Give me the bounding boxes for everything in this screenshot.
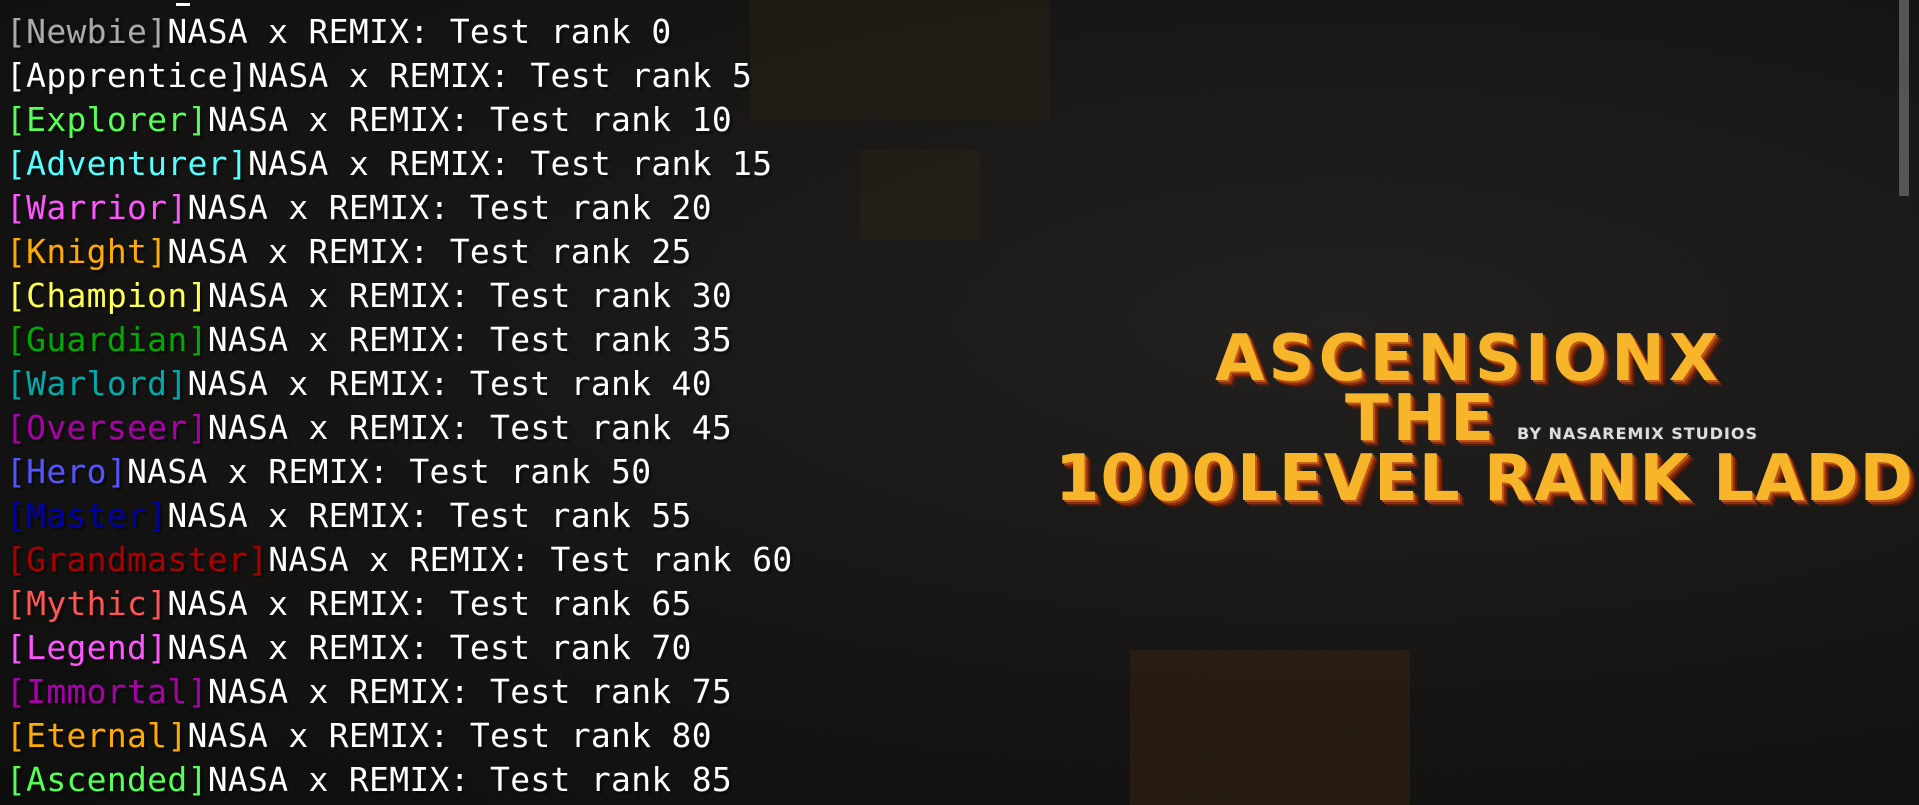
chat-message: NASA x REMIX: Test rank 30 [207,276,733,315]
chat-line: [Adventurer]NASA x REMIX: Test rank 15 [6,142,793,186]
rank-tag: [Adventurer] [6,144,249,183]
chat-line: [Guardian]NASA x REMIX: Test rank 35 [6,318,793,362]
chat-message: NASA x REMIX: Test rank 50 [127,452,652,491]
chat-line: [Warrior]NASA x REMIX: Test rank 20 [6,186,793,230]
rank-tag: [Warlord] [6,364,188,403]
rank-tag: [Grandmaster] [6,540,269,579]
chat-line: [Newbie]NASA x REMIX: Test rank 0 [6,10,793,54]
rank-tag: [Master] [6,496,168,535]
chat-line: [Hero]NASA x REMIX: Test rank 50 [6,450,793,494]
background-block [1130,650,1410,805]
logo-title: ASCENSIONX [1215,322,1723,396]
chat-line: [Eternal]NASA x REMIX: Test rank 80 [6,714,793,758]
chat-message: NASA x REMIX: Test rank 60 [268,540,793,579]
chat-line: [Knight]NASA x REMIX: Test rank 25 [6,230,793,274]
chat-message: NASA x REMIX: Test rank 70 [167,628,692,667]
rank-tag: [Explorer] [6,100,208,139]
chat-scrollbar[interactable] [1899,0,1909,196]
rank-tag: [Immortal] [6,672,208,711]
rank-tag: [Ascended] [6,760,208,799]
rank-tag: [Warrior] [6,188,188,227]
chat-line: [Master]NASA x REMIX: Test rank 55 [6,494,793,538]
chat-message: NASA x REMIX: Test rank 15 [248,144,773,183]
chat-line: [Mythic]NASA x REMIX: Test rank 65 [6,582,793,626]
chat-line: [Overseer]NASA x REMIX: Test rank 45 [6,406,793,450]
background-block [750,0,1050,120]
logo-byline: BY NASAREMIX STUDIOS [1517,424,1758,443]
chat-line: [Warlord]NASA x REMIX: Test rank 40 [6,362,793,406]
chat-cursor [176,3,190,6]
chat-line: [Champion]NASA x REMIX: Test rank 30 [6,274,793,318]
chat-message: NASA x REMIX: Test rank 25 [167,232,692,271]
chat-line: [Grandmaster]NASA x REMIX: Test rank 60 [6,538,793,582]
rank-tag: [Knight] [6,232,168,271]
chat-message: NASA x REMIX: Test rank 0 [167,12,672,51]
chat-message: NASA x REMIX: Test rank 20 [187,188,712,227]
chat-message: NASA x REMIX: Test rank 5 [248,56,753,95]
rank-tag: [Overseer] [6,408,208,447]
chat-message: NASA x REMIX: Test rank 40 [187,364,712,403]
rank-tag: [Apprentice] [6,56,249,95]
rank-tag: [Eternal] [6,716,188,755]
rank-tag: [Legend] [6,628,168,667]
logo-the: THE [1345,382,1498,456]
chat-line: [Legend]NASA x REMIX: Test rank 70 [6,626,793,670]
background-block [860,150,980,240]
rank-tag: [Mythic] [6,584,168,623]
rank-tag: [Guardian] [6,320,208,359]
chat-message: NASA x REMIX: Test rank 85 [207,760,733,799]
ascensionx-logo: ASCENSIONX THE BY NASAREMIX STUDIOS 1000… [1045,312,1919,532]
chat-line: [Explorer]NASA x REMIX: Test rank 10 [6,98,793,142]
chat-message: NASA x REMIX: Test rank 80 [187,716,712,755]
rank-tag: [Newbie] [6,12,168,51]
rank-tag: [Hero] [6,452,128,491]
chat-message: NASA x REMIX: Test rank 45 [207,408,733,447]
logo-subtitle: 1000LEVEL RANK LADDER [1055,442,1919,516]
chat-line: [Apprentice]NASA x REMIX: Test rank 5 [6,54,793,98]
chat-line: [Immortal]NASA x REMIX: Test rank 75 [6,670,793,714]
chat-message: NASA x REMIX: Test rank 10 [207,100,733,139]
rank-tag: [Champion] [6,276,208,315]
chat-log: [Newbie]NASA x REMIX: Test rank 0 [Appren… [6,10,793,802]
chat-message: NASA x REMIX: Test rank 35 [207,320,733,359]
chat-line: [Ascended]NASA x REMIX: Test rank 85 [6,758,793,802]
chat-message: NASA x REMIX: Test rank 65 [167,584,692,623]
chat-message: NASA x REMIX: Test rank 55 [167,496,692,535]
chat-message: NASA x REMIX: Test rank 75 [207,672,733,711]
